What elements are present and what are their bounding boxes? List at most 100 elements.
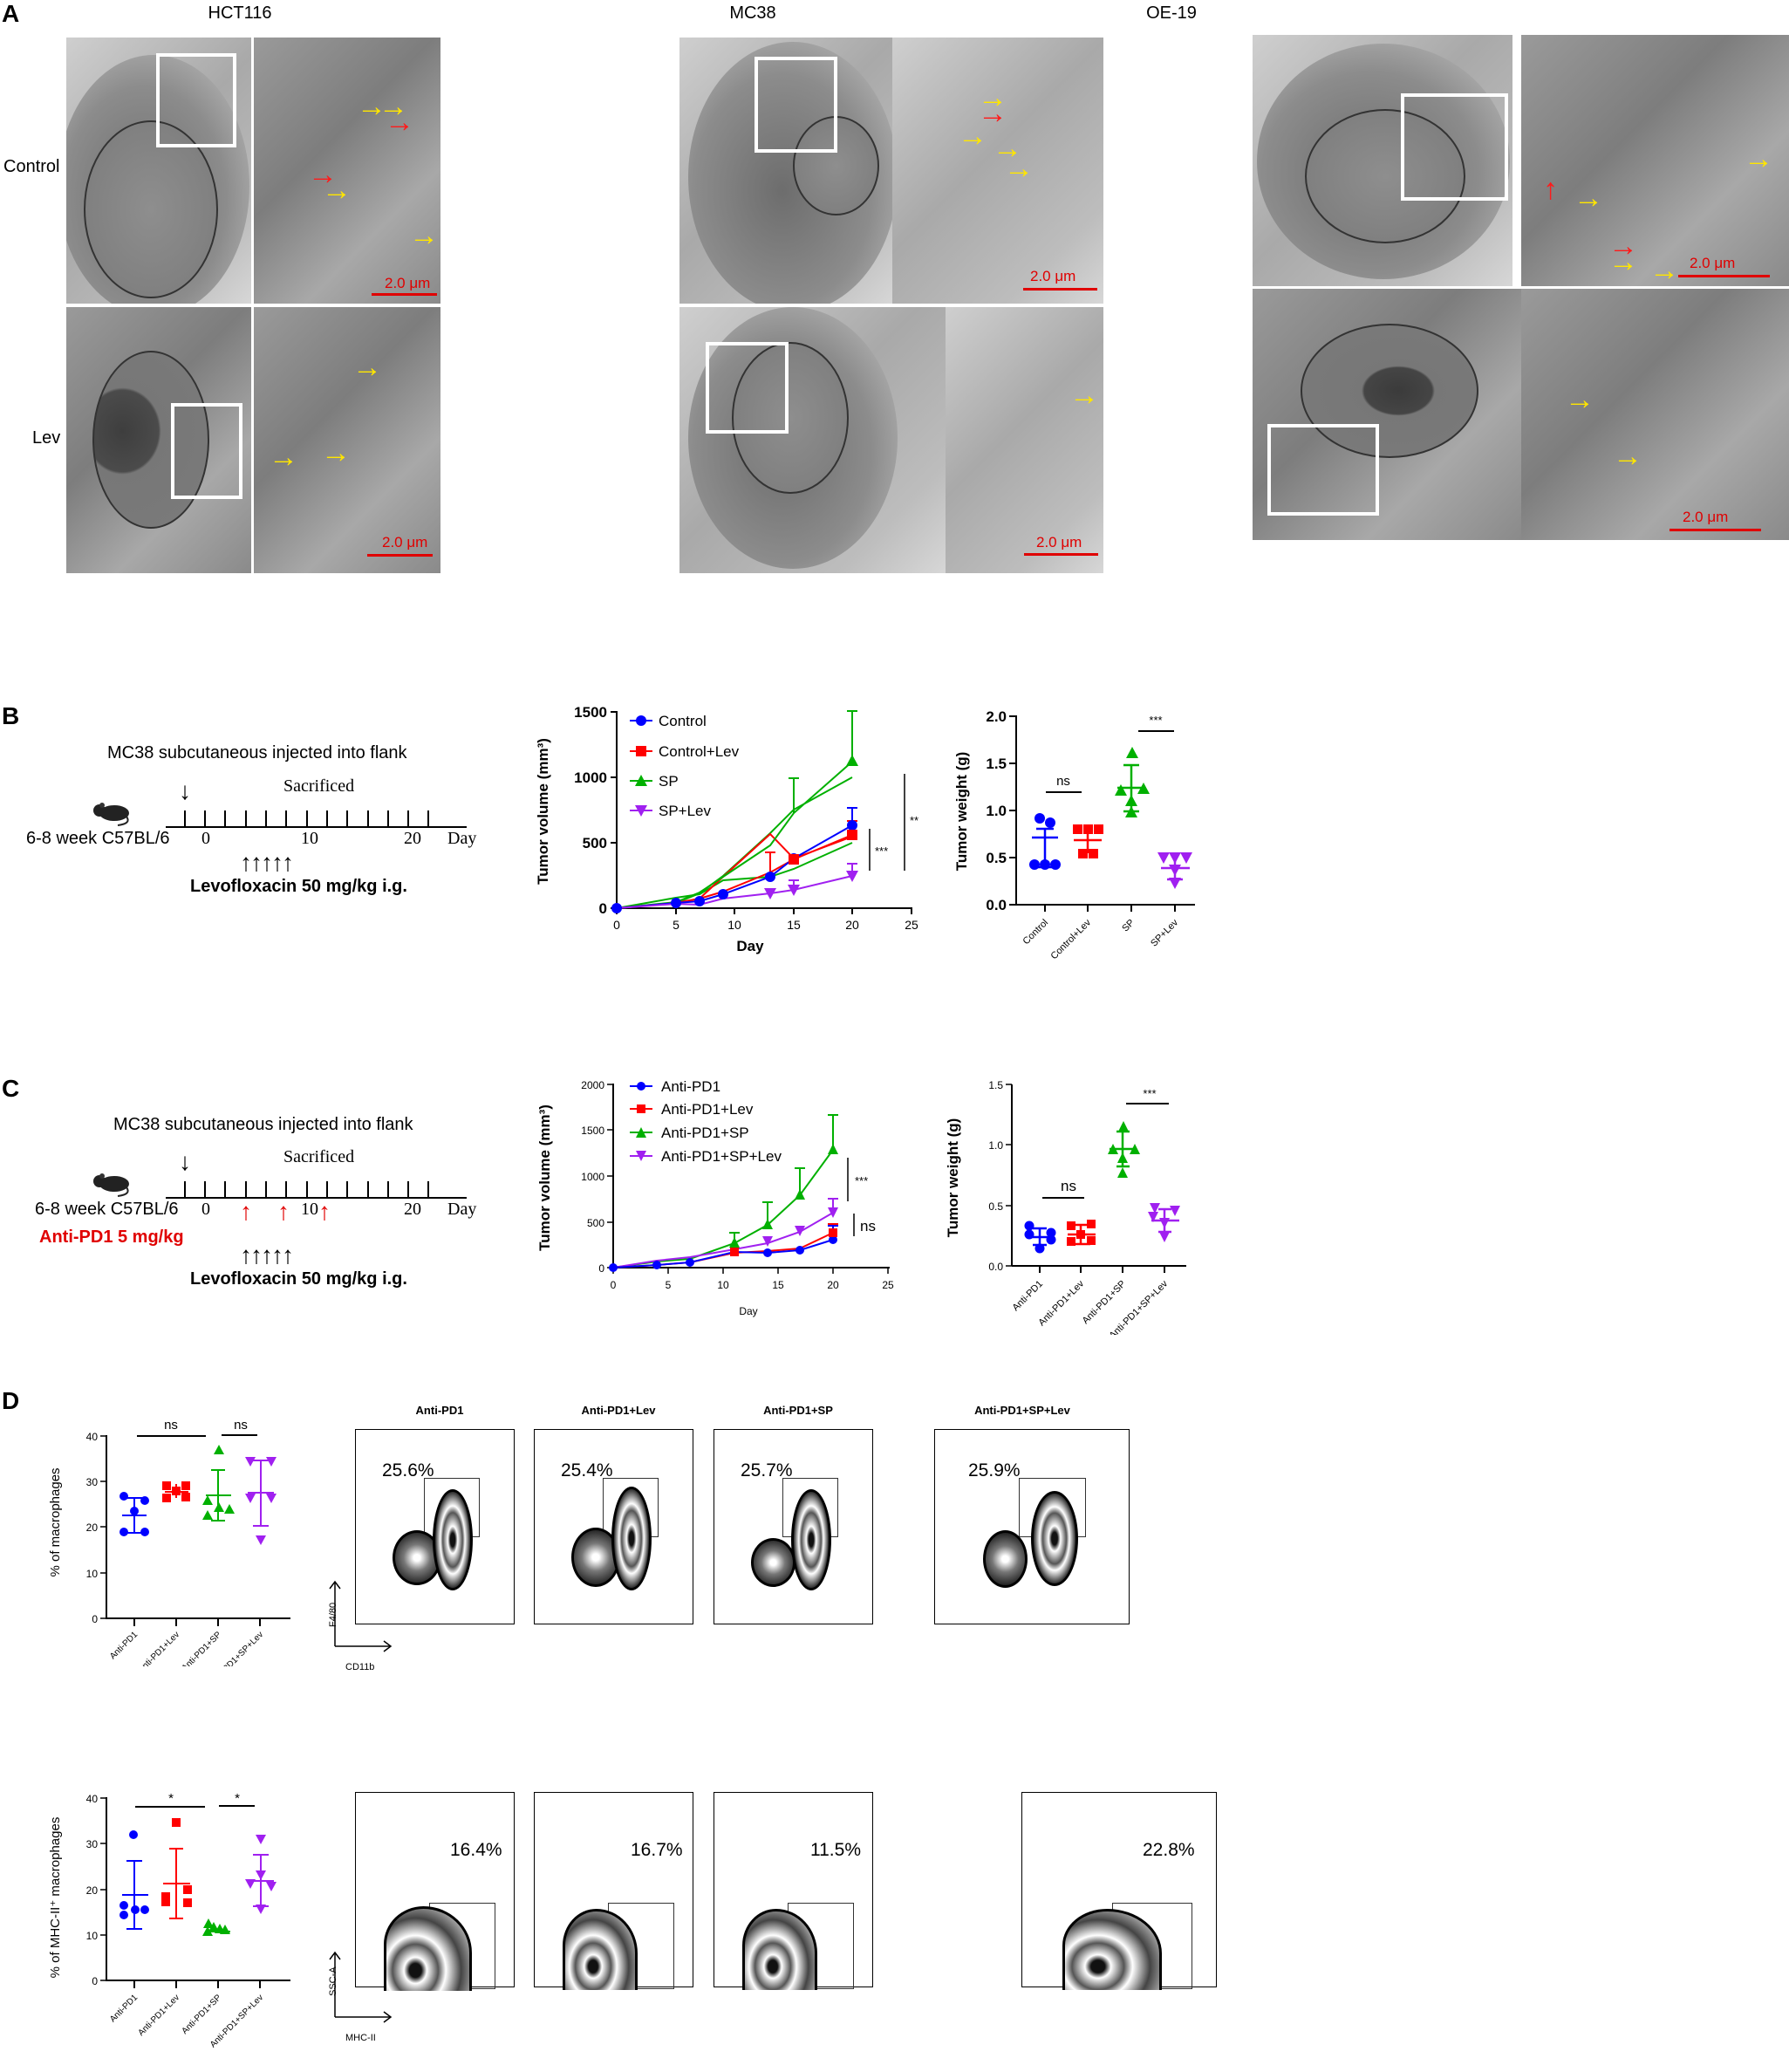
gate-percent: 25.6% [382,1460,434,1480]
svg-text:1.0: 1.0 [986,803,1007,819]
svg-text:Anti-PD1+SP: Anti-PD1+SP [180,1993,223,2036]
svg-text:10: 10 [86,1930,99,1942]
injection-label: MC38 subcutaneous injected into flank [113,1115,413,1134]
svg-text:1500: 1500 [581,1125,604,1137]
significance: ns *** [1046,714,1174,793]
svg-text:Day: Day [739,1305,757,1317]
drug-label: Levofloxacin 50 mg/kg i.g. [190,877,407,896]
svg-text:0.0: 0.0 [986,897,1007,913]
svg-text:Anti-PD1+SP: Anti-PD1+SP [180,1630,223,1666]
sacrificed-label: Sacrificed [283,776,355,796]
svg-text:Control: Control [659,713,707,729]
y-axis-label: SSC-A [328,1966,338,1996]
em-hct116-control-zoom: → → → → → → 2.0 μm [254,38,440,304]
svg-text:30: 30 [86,1476,99,1488]
chart-b-tumor-volume: 1500 1000 500 0 Tumor volume (mm³) 0 5 10 15 20… [535,704,918,954]
tick-20: 20 [404,829,421,848]
chart-c-tumor-volume: 2000 1500 1000 500 0 Tumor volume (mm³) 0 5 10… [536,1078,894,1317]
flow-plot-f480-4: 25.9% [934,1429,1130,1624]
svg-text:0: 0 [92,1613,98,1625]
scale-bar-label: 2.0 μm [1036,534,1082,550]
svg-text:Day: Day [736,938,764,954]
svg-text:***: *** [855,1174,868,1187]
svg-text:0: 0 [611,1279,617,1291]
em-hct116-lev-overview [66,307,251,573]
svg-text:Tumor volume (mm³): Tumor volume (mm³) [536,1104,553,1251]
svg-text:*: * [235,1791,240,1806]
svg-text:% of MHC-II⁺ macrophages: % of MHC-II⁺ macrophages [48,1817,63,1979]
svg-text:10: 10 [727,918,741,932]
column-title-mc38: MC38 [729,3,776,23]
svg-text:2.0: 2.0 [986,708,1007,725]
flow-plot-mhc-4: 22.8% [1021,1792,1217,1990]
legend: Control Control+Lev SP SP+Lev [630,713,740,819]
em-hct116-lev-zoom: → → → 2.0 μm [254,307,440,573]
column-title-oe19: OE-19 [1146,3,1197,23]
svg-text:Tumor volume (mm³): Tumor volume (mm³) [535,738,551,885]
svg-text:20: 20 [86,1884,99,1897]
timeline-axis [166,810,467,828]
injection-arrow-icon: ↓ [179,778,191,805]
svg-text:Tumor weight (g): Tumor weight (g) [953,752,970,872]
svg-text:ns: ns [234,1418,248,1433]
svg-text:40: 40 [86,1793,99,1805]
tick-0: 0 [201,1200,210,1219]
svg-text:**: ** [910,814,918,827]
svg-text:SP+Lev: SP+Lev [659,803,712,819]
svg-text:30: 30 [86,1838,99,1850]
em-oe19-control-zoom: → ↑ → → → → 2.0 μm [1521,35,1789,286]
antibody-arrow-icon: ↑ [318,1198,331,1225]
day-label: Day [447,829,477,848]
svg-text:SP: SP [659,773,679,790]
flow-axis-indicator-mhc [329,1951,393,2023]
tick-0: 0 [201,829,210,848]
panel-letter-a: A [2,0,20,27]
svg-text:1000: 1000 [581,1171,604,1183]
flow-plot-f480-1: 25.6% [355,1429,515,1624]
tick-10: 10 [301,829,318,848]
timeline-schematic-b: MC38 subcutaneous injected into flank ↓ … [0,742,523,907]
em-mc38-lev-zoom: → 2.0 μm [946,307,1103,573]
injection-label: MC38 subcutaneous injected into flank [107,743,407,762]
timeline-axis [166,1181,467,1199]
flow-plot-mhc-2: 16.7% [534,1792,693,1990]
svg-text:40: 40 [86,1431,99,1443]
svg-text:Anti-PD1+SP: Anti-PD1+SP [661,1125,749,1141]
chart-d-mhc-macrophages: 40 30 20 10 0 % of MHC-II⁺ macrophages Anti-… [48,1791,290,2050]
svg-text:***: *** [1143,1087,1156,1100]
em-oe19-lev-zoom: → → 2.0 μm [1521,289,1789,540]
em-mc38-control-zoom: → → → → → 2.0 μm [892,38,1103,304]
day-label: Day [447,1200,477,1219]
svg-text:5: 5 [673,918,679,932]
panel-letter-c: C [2,1075,20,1102]
svg-text:1000: 1000 [574,769,607,786]
series-anti-pd1-sp-lev [612,1212,834,1269]
scale-bar-label: 2.0 μm [1690,255,1736,271]
svg-text:Anti-PD1: Anti-PD1 [108,1993,140,2024]
svg-text:20: 20 [845,918,859,932]
svg-text:Anti-PD1+SP+Lev: Anti-PD1+SP+Lev [661,1148,782,1165]
svg-text:25: 25 [882,1279,894,1291]
dose-arrows-icon: ↑↑↑↑↑ [240,1241,294,1269]
gate-percent: 11.5% [810,1840,861,1860]
svg-text:15: 15 [787,918,801,932]
svg-text:Anti-PD1: Anti-PD1 [1011,1279,1046,1314]
gate-percent: 25.7% [741,1460,793,1480]
svg-text:500: 500 [583,835,607,851]
svg-text:10: 10 [86,1568,99,1580]
mouse-strain-label: 6-8 week C57BL/6 [26,829,170,848]
gate-percent: 16.7% [631,1840,683,1860]
column-title-hct116: HCT116 [208,3,272,23]
svg-text:Control+Lev: Control+Lev [659,743,740,760]
gate-percent: 25.4% [561,1460,613,1480]
sacrificed-label: Sacrificed [283,1147,355,1166]
svg-text:Anti-PD1: Anti-PD1 [661,1078,720,1095]
panel-letter-b: B [2,702,20,729]
tick-10: 10 [301,1200,318,1219]
flow-title-3: Anti-PD1+SP [763,1404,833,1417]
svg-text:1.5: 1.5 [988,1079,1003,1091]
svg-text:10: 10 [717,1279,729,1291]
scale-bar-label: 2.0 μm [1030,268,1076,284]
svg-text:15: 15 [772,1279,784,1291]
